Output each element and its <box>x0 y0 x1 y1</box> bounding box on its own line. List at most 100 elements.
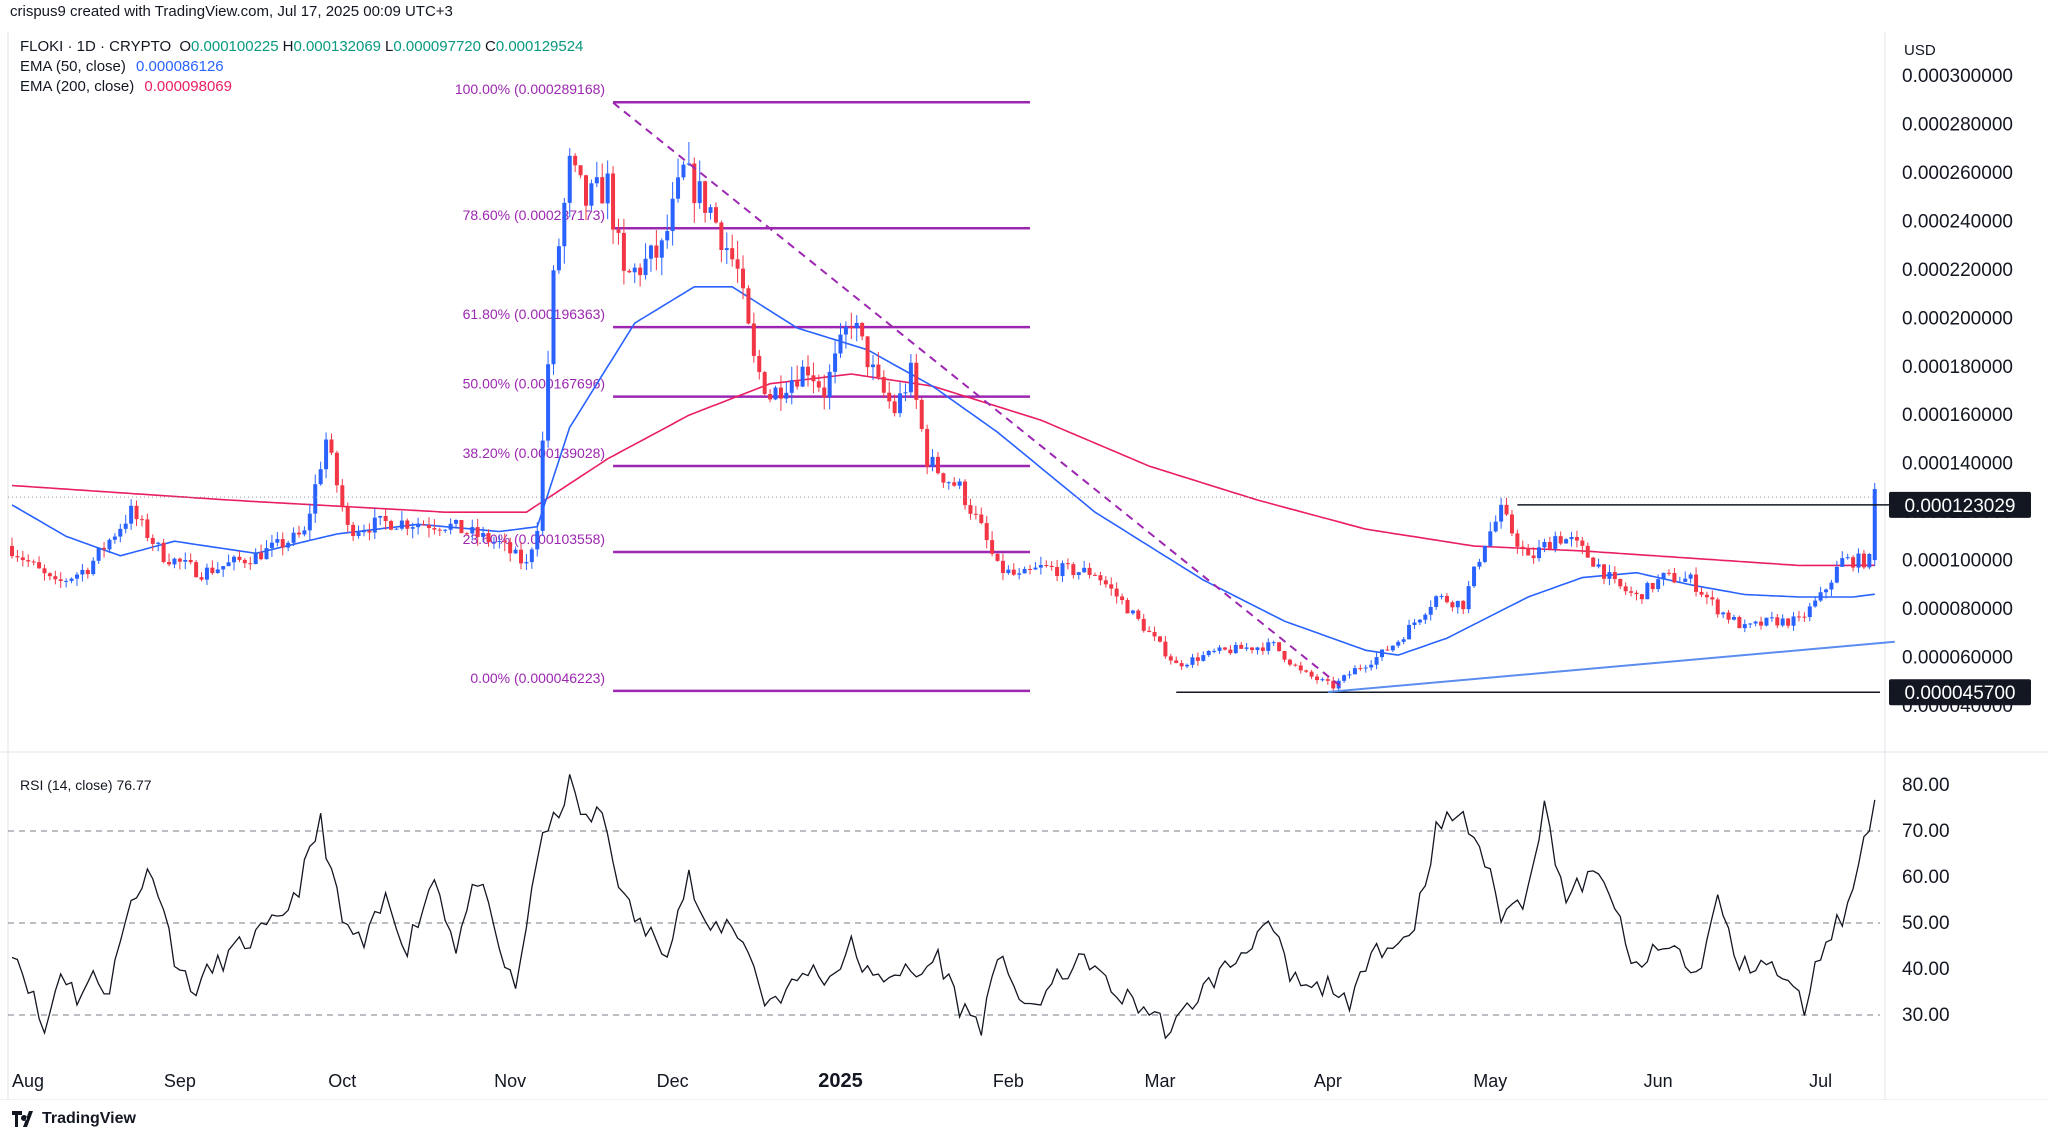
candle[interactable] <box>1098 571 1103 586</box>
candle[interactable] <box>1661 572 1666 586</box>
candle[interactable] <box>594 161 599 188</box>
candle[interactable] <box>697 160 702 209</box>
candle[interactable] <box>1840 551 1845 567</box>
candle[interactable] <box>1856 548 1861 573</box>
candle[interactable] <box>757 349 762 380</box>
candle[interactable] <box>1190 653 1195 668</box>
candle[interactable] <box>1553 531 1558 553</box>
candle[interactable] <box>1201 651 1206 662</box>
candle[interactable] <box>1304 669 1309 673</box>
candle[interactable] <box>963 479 968 510</box>
candle[interactable] <box>1282 650 1287 663</box>
candle[interactable] <box>611 166 616 244</box>
candle[interactable] <box>908 354 913 397</box>
candle[interactable] <box>1574 530 1579 548</box>
candle[interactable] <box>849 312 854 340</box>
candle[interactable] <box>1271 640 1276 647</box>
candle[interactable] <box>778 375 783 411</box>
candle[interactable] <box>481 526 486 543</box>
candle[interactable] <box>286 540 291 552</box>
candle[interactable] <box>318 461 323 486</box>
candle[interactable] <box>1764 617 1769 627</box>
candle[interactable] <box>540 431 545 536</box>
candle[interactable] <box>529 547 534 569</box>
candle[interactable] <box>578 165 583 179</box>
candle[interactable] <box>903 383 908 402</box>
candle[interactable] <box>1520 540 1525 557</box>
candle[interactable] <box>1526 543 1531 556</box>
candle[interactable] <box>605 160 610 220</box>
candle[interactable] <box>1807 602 1812 622</box>
candle[interactable] <box>713 202 718 224</box>
candle[interactable] <box>854 315 859 342</box>
candle[interactable] <box>31 559 36 566</box>
candle[interactable] <box>1331 676 1336 693</box>
candle[interactable] <box>741 255 746 300</box>
candle[interactable] <box>1385 645 1390 651</box>
candle[interactable] <box>183 552 188 570</box>
candle[interactable] <box>1564 538 1569 544</box>
candle[interactable] <box>665 214 670 249</box>
candle[interactable] <box>1233 641 1238 654</box>
candle[interactable] <box>232 555 237 571</box>
candle[interactable] <box>1065 558 1070 570</box>
candle[interactable] <box>188 553 193 565</box>
candle[interactable] <box>632 263 637 284</box>
candle[interactable] <box>1217 645 1222 654</box>
candle[interactable] <box>1721 611 1726 619</box>
candle[interactable] <box>1802 612 1807 622</box>
candle[interactable] <box>1791 612 1796 631</box>
candle[interactable] <box>952 477 957 487</box>
candle[interactable] <box>324 432 329 479</box>
candle[interactable] <box>551 265 556 375</box>
candle[interactable] <box>925 424 930 475</box>
candle[interactable] <box>556 238 561 274</box>
tradingview-logo[interactable]: TradingView <box>12 1110 136 1128</box>
candle[interactable] <box>1461 600 1466 615</box>
candle[interactable] <box>448 518 453 535</box>
candle[interactable] <box>1688 572 1693 584</box>
candle[interactable] <box>432 519 437 535</box>
candle[interactable] <box>426 517 431 538</box>
candle[interactable] <box>1315 674 1320 684</box>
candle[interactable] <box>405 518 410 536</box>
candle[interactable] <box>751 312 756 363</box>
candle[interactable] <box>42 564 47 581</box>
candle[interactable] <box>1060 560 1065 582</box>
candle[interactable] <box>1417 618 1422 626</box>
candle[interactable] <box>1071 562 1076 579</box>
candle[interactable] <box>870 354 875 381</box>
candle[interactable] <box>394 527 399 530</box>
candle[interactable] <box>64 578 69 588</box>
candle[interactable] <box>1325 676 1330 685</box>
candle[interactable] <box>1093 572 1097 576</box>
candle[interactable] <box>795 365 800 390</box>
candle[interactable] <box>291 527 296 547</box>
candle[interactable] <box>1558 531 1563 546</box>
candle[interactable] <box>1352 665 1357 675</box>
candle[interactable] <box>1759 616 1764 630</box>
candle[interactable] <box>399 511 404 531</box>
candle[interactable] <box>973 505 978 520</box>
candle[interactable] <box>475 518 480 546</box>
candle[interactable] <box>156 541 161 552</box>
candle[interactable] <box>107 538 112 553</box>
candle[interactable] <box>616 218 621 245</box>
candle[interactable] <box>968 498 973 520</box>
candle[interactable] <box>1699 587 1704 598</box>
candle[interactable] <box>1239 642 1244 649</box>
candle[interactable] <box>1163 636 1168 659</box>
candle[interactable] <box>860 322 865 341</box>
candle[interactable] <box>735 240 740 284</box>
candle[interactable] <box>670 181 675 246</box>
candle[interactable] <box>1033 562 1038 570</box>
candle[interactable] <box>264 540 269 560</box>
candle[interactable] <box>1639 593 1644 604</box>
candle[interactable] <box>1829 579 1834 597</box>
candle[interactable] <box>1244 643 1249 652</box>
candle[interactable] <box>789 366 794 405</box>
candle[interactable] <box>1407 619 1412 640</box>
candle[interactable] <box>762 371 767 396</box>
candle[interactable] <box>1742 619 1747 633</box>
candle[interactable] <box>881 370 886 399</box>
